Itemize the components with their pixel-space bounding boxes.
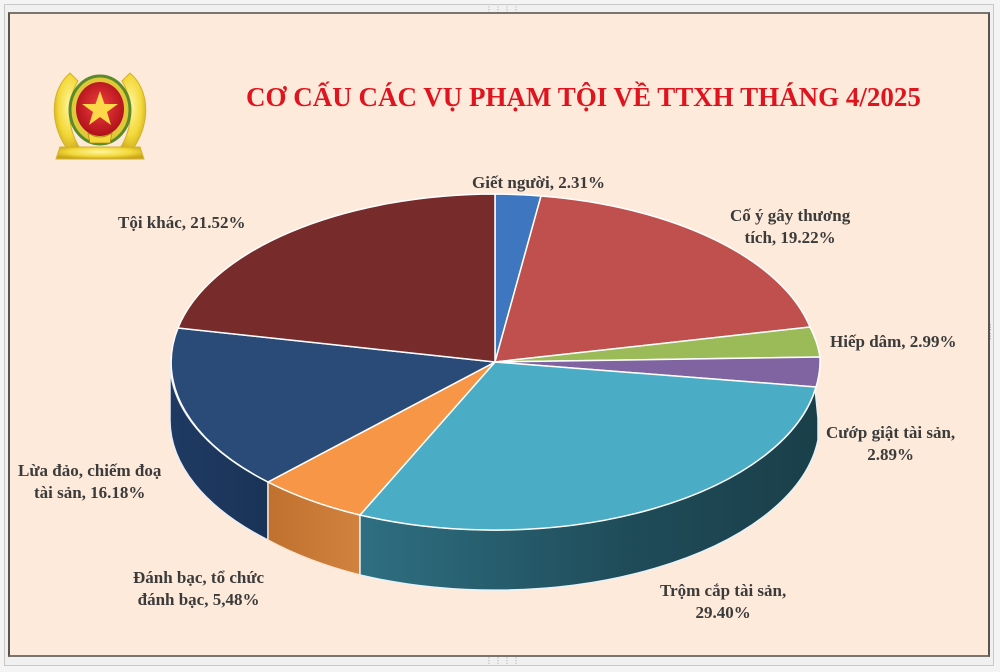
label-danh-bac: Đánh bạc, tổ chức đánh bạc, 5,48%: [133, 567, 264, 611]
slice-co-y-gay-thuong-tich[interactable]: [493, 195, 812, 363]
resize-handle-top[interactable]: ⋮⋮⋮⋮: [485, 5, 521, 14]
chart-title: CƠ CẤU CÁC VỤ PHẠM TỘI VỀ TTXH THÁNG 4/2…: [246, 82, 921, 112]
label-lua-dao: Lừa đảo, chiếm đoạ tài sản, 16.18%: [18, 460, 161, 504]
slice-lua-dao[interactable]: [170, 327, 498, 483]
label-giet-nguoi: Giết người, 2.31%: [472, 173, 605, 192]
label-trom-cap-line1: Trộm cắp tài sản,: [660, 581, 787, 600]
label-co-y-line1: Cố ý gây thương: [730, 206, 851, 225]
label-danh-bac-line2: đánh bạc, 5,48%: [137, 590, 260, 609]
label-lua-dao-line1: Lừa đảo, chiếm đoạ: [18, 461, 162, 480]
label-trom-cap: Trộm cắp tài sản, 29.40%: [660, 580, 786, 624]
label-co-y-gay-thuong-tich: Cố ý gây thương tích, 19.22%: [730, 205, 850, 249]
slice-toi-khac[interactable]: [176, 193, 496, 363]
label-cuop-giat: Cướp giật tài sản, 2.89%: [826, 422, 955, 466]
label-danh-bac-line1: Đánh bạc, tổ chức: [133, 568, 265, 587]
label-cuop-giat-line2: 2.89%: [867, 445, 914, 464]
resize-handle-right[interactable]: ⋯⋯: [986, 323, 995, 341]
slice-trom-cap[interactable]: [358, 361, 817, 531]
label-toi-khac: Tội khác, 21.52%: [118, 213, 246, 232]
label-lua-dao-line2: tài sản, 16.18%: [33, 483, 146, 502]
label-trom-cap-line2: 29.40%: [695, 603, 751, 622]
label-hiep-dam: Hiếp dâm, 2.99%: [830, 332, 957, 351]
label-co-y-line2: tích, 19.22%: [744, 228, 836, 247]
label-cuop-giat-line1: Cướp giật tài sản,: [826, 423, 956, 442]
police-emblem-icon: [53, 72, 147, 160]
resize-handle-bottom[interactable]: ⋮⋮⋮⋮: [485, 656, 521, 665]
